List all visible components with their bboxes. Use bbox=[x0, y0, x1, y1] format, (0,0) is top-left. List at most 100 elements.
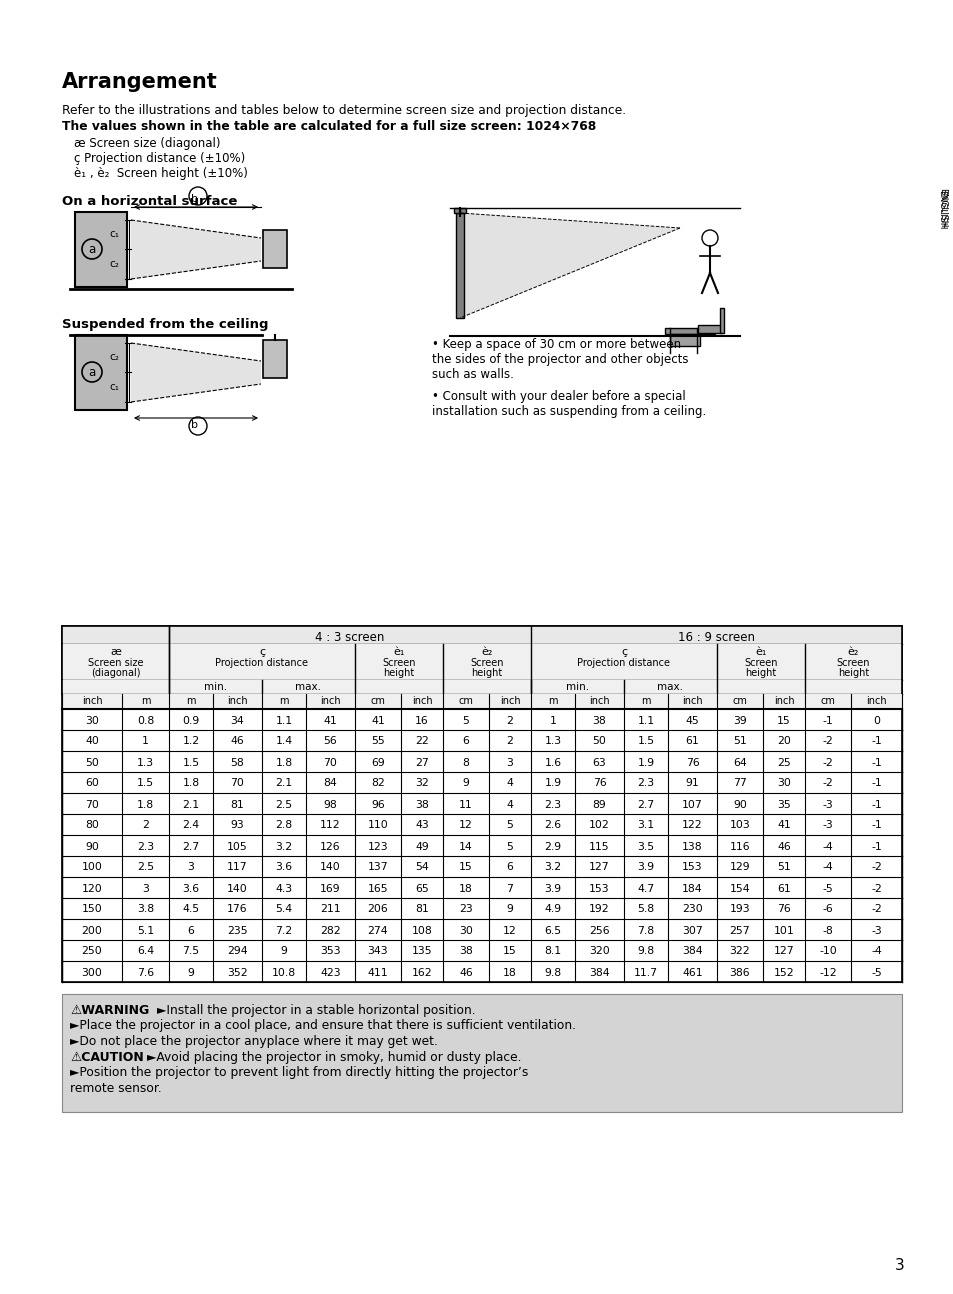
Text: 41: 41 bbox=[371, 716, 384, 726]
Text: a: a bbox=[88, 366, 95, 379]
Text: (diagonal): (diagonal) bbox=[91, 668, 140, 678]
Text: 96: 96 bbox=[371, 800, 384, 810]
Text: 386: 386 bbox=[729, 968, 749, 977]
Text: 38: 38 bbox=[415, 800, 429, 810]
Text: height: height bbox=[471, 668, 502, 678]
Text: cm: cm bbox=[370, 696, 385, 707]
Bar bbox=[62, 626, 901, 982]
Text: 1.3: 1.3 bbox=[544, 736, 561, 747]
Text: ENGLISH: ENGLISH bbox=[937, 190, 945, 229]
Bar bbox=[263, 340, 287, 378]
Text: 4.3: 4.3 bbox=[275, 884, 293, 893]
Text: 3: 3 bbox=[188, 863, 194, 872]
Text: -5: -5 bbox=[870, 968, 881, 977]
Text: 274: 274 bbox=[367, 925, 388, 936]
Text: 69: 69 bbox=[371, 757, 384, 767]
Text: 15: 15 bbox=[502, 946, 517, 956]
Text: 76: 76 bbox=[685, 757, 699, 767]
Polygon shape bbox=[131, 343, 261, 402]
Text: 18: 18 bbox=[458, 884, 473, 893]
Text: 5.4: 5.4 bbox=[275, 905, 293, 915]
Text: 1: 1 bbox=[142, 736, 149, 747]
Text: • Consult with your dealer before a special: • Consult with your dealer before a spec… bbox=[432, 389, 685, 402]
Text: 9: 9 bbox=[280, 946, 287, 956]
Text: 9: 9 bbox=[506, 905, 513, 915]
Text: 84: 84 bbox=[323, 779, 337, 788]
Text: m: m bbox=[279, 696, 289, 707]
Text: 6.5: 6.5 bbox=[544, 925, 561, 936]
Text: 4: 4 bbox=[506, 779, 513, 788]
Bar bbox=[75, 212, 127, 287]
Text: 35: 35 bbox=[777, 800, 790, 810]
Text: 10.8: 10.8 bbox=[272, 968, 295, 977]
Text: 80: 80 bbox=[85, 820, 99, 831]
Text: inch: inch bbox=[589, 696, 609, 707]
Text: 61: 61 bbox=[777, 884, 790, 893]
Text: 9.8: 9.8 bbox=[544, 968, 561, 977]
Text: 25: 25 bbox=[777, 757, 790, 767]
Text: 200: 200 bbox=[81, 925, 102, 936]
Text: ENGLISH: ENGLISH bbox=[938, 188, 946, 228]
Text: 384: 384 bbox=[589, 968, 609, 977]
Text: -4: -4 bbox=[870, 946, 881, 956]
Text: 89: 89 bbox=[592, 800, 606, 810]
Text: 38: 38 bbox=[458, 946, 473, 956]
Text: Screen: Screen bbox=[382, 659, 416, 668]
Text: m: m bbox=[640, 696, 650, 707]
Text: installation such as suspending from a ceiling.: installation such as suspending from a c… bbox=[432, 405, 705, 418]
Text: height: height bbox=[744, 668, 776, 678]
Text: 2.1: 2.1 bbox=[182, 800, 199, 810]
Bar bbox=[669, 334, 700, 345]
Text: 46: 46 bbox=[231, 736, 244, 747]
Text: 50: 50 bbox=[592, 736, 606, 747]
Text: 107: 107 bbox=[681, 800, 702, 810]
Text: 384: 384 bbox=[681, 946, 702, 956]
Text: 184: 184 bbox=[681, 884, 702, 893]
Text: inch: inch bbox=[681, 696, 702, 707]
Text: height: height bbox=[383, 668, 415, 678]
Text: 20: 20 bbox=[777, 736, 790, 747]
Text: 235: 235 bbox=[227, 925, 248, 936]
Text: m: m bbox=[141, 696, 150, 707]
Text: 93: 93 bbox=[231, 820, 244, 831]
Text: æ Screen size (diagonal): æ Screen size (diagonal) bbox=[74, 137, 220, 150]
Text: -2: -2 bbox=[870, 905, 881, 915]
Text: 6.4: 6.4 bbox=[137, 946, 153, 956]
Text: 7.8: 7.8 bbox=[637, 925, 654, 936]
Text: 153: 153 bbox=[589, 884, 609, 893]
Text: c₁: c₁ bbox=[109, 382, 119, 392]
Text: Screen: Screen bbox=[743, 659, 777, 668]
Text: 3.6: 3.6 bbox=[275, 863, 293, 872]
Text: 6: 6 bbox=[462, 736, 469, 747]
Text: 5.1: 5.1 bbox=[137, 925, 153, 936]
Text: 3.2: 3.2 bbox=[544, 863, 561, 872]
Text: 11: 11 bbox=[458, 800, 473, 810]
Text: 2.3: 2.3 bbox=[544, 800, 561, 810]
Text: 15: 15 bbox=[777, 716, 790, 726]
Text: 43: 43 bbox=[415, 820, 429, 831]
Text: -1: -1 bbox=[870, 757, 881, 767]
Text: 2.3: 2.3 bbox=[637, 779, 654, 788]
Text: -2: -2 bbox=[870, 884, 881, 893]
Text: 4 : 3 screen: 4 : 3 screen bbox=[315, 631, 384, 644]
Text: 39: 39 bbox=[732, 716, 746, 726]
Text: 2.7: 2.7 bbox=[637, 800, 654, 810]
Text: Arrangement: Arrangement bbox=[62, 72, 217, 92]
Text: 32: 32 bbox=[415, 779, 429, 788]
Text: • Keep a space of 30 cm or more between: • Keep a space of 30 cm or more between bbox=[432, 338, 680, 351]
Text: 30: 30 bbox=[777, 779, 790, 788]
Text: 9: 9 bbox=[462, 779, 469, 788]
Text: 176: 176 bbox=[227, 905, 248, 915]
Text: 294: 294 bbox=[227, 946, 248, 956]
Text: -1: -1 bbox=[870, 779, 881, 788]
Text: 30: 30 bbox=[458, 925, 473, 936]
Text: ç Projection distance (±10%): ç Projection distance (±10%) bbox=[74, 151, 245, 166]
Text: 461: 461 bbox=[681, 968, 702, 977]
Text: 3: 3 bbox=[142, 884, 149, 893]
Text: 90: 90 bbox=[732, 800, 746, 810]
Bar bbox=[62, 694, 901, 709]
Text: inch: inch bbox=[773, 696, 794, 707]
Text: 81: 81 bbox=[231, 800, 244, 810]
Text: 3.9: 3.9 bbox=[544, 884, 561, 893]
Text: 3.6: 3.6 bbox=[182, 884, 199, 893]
